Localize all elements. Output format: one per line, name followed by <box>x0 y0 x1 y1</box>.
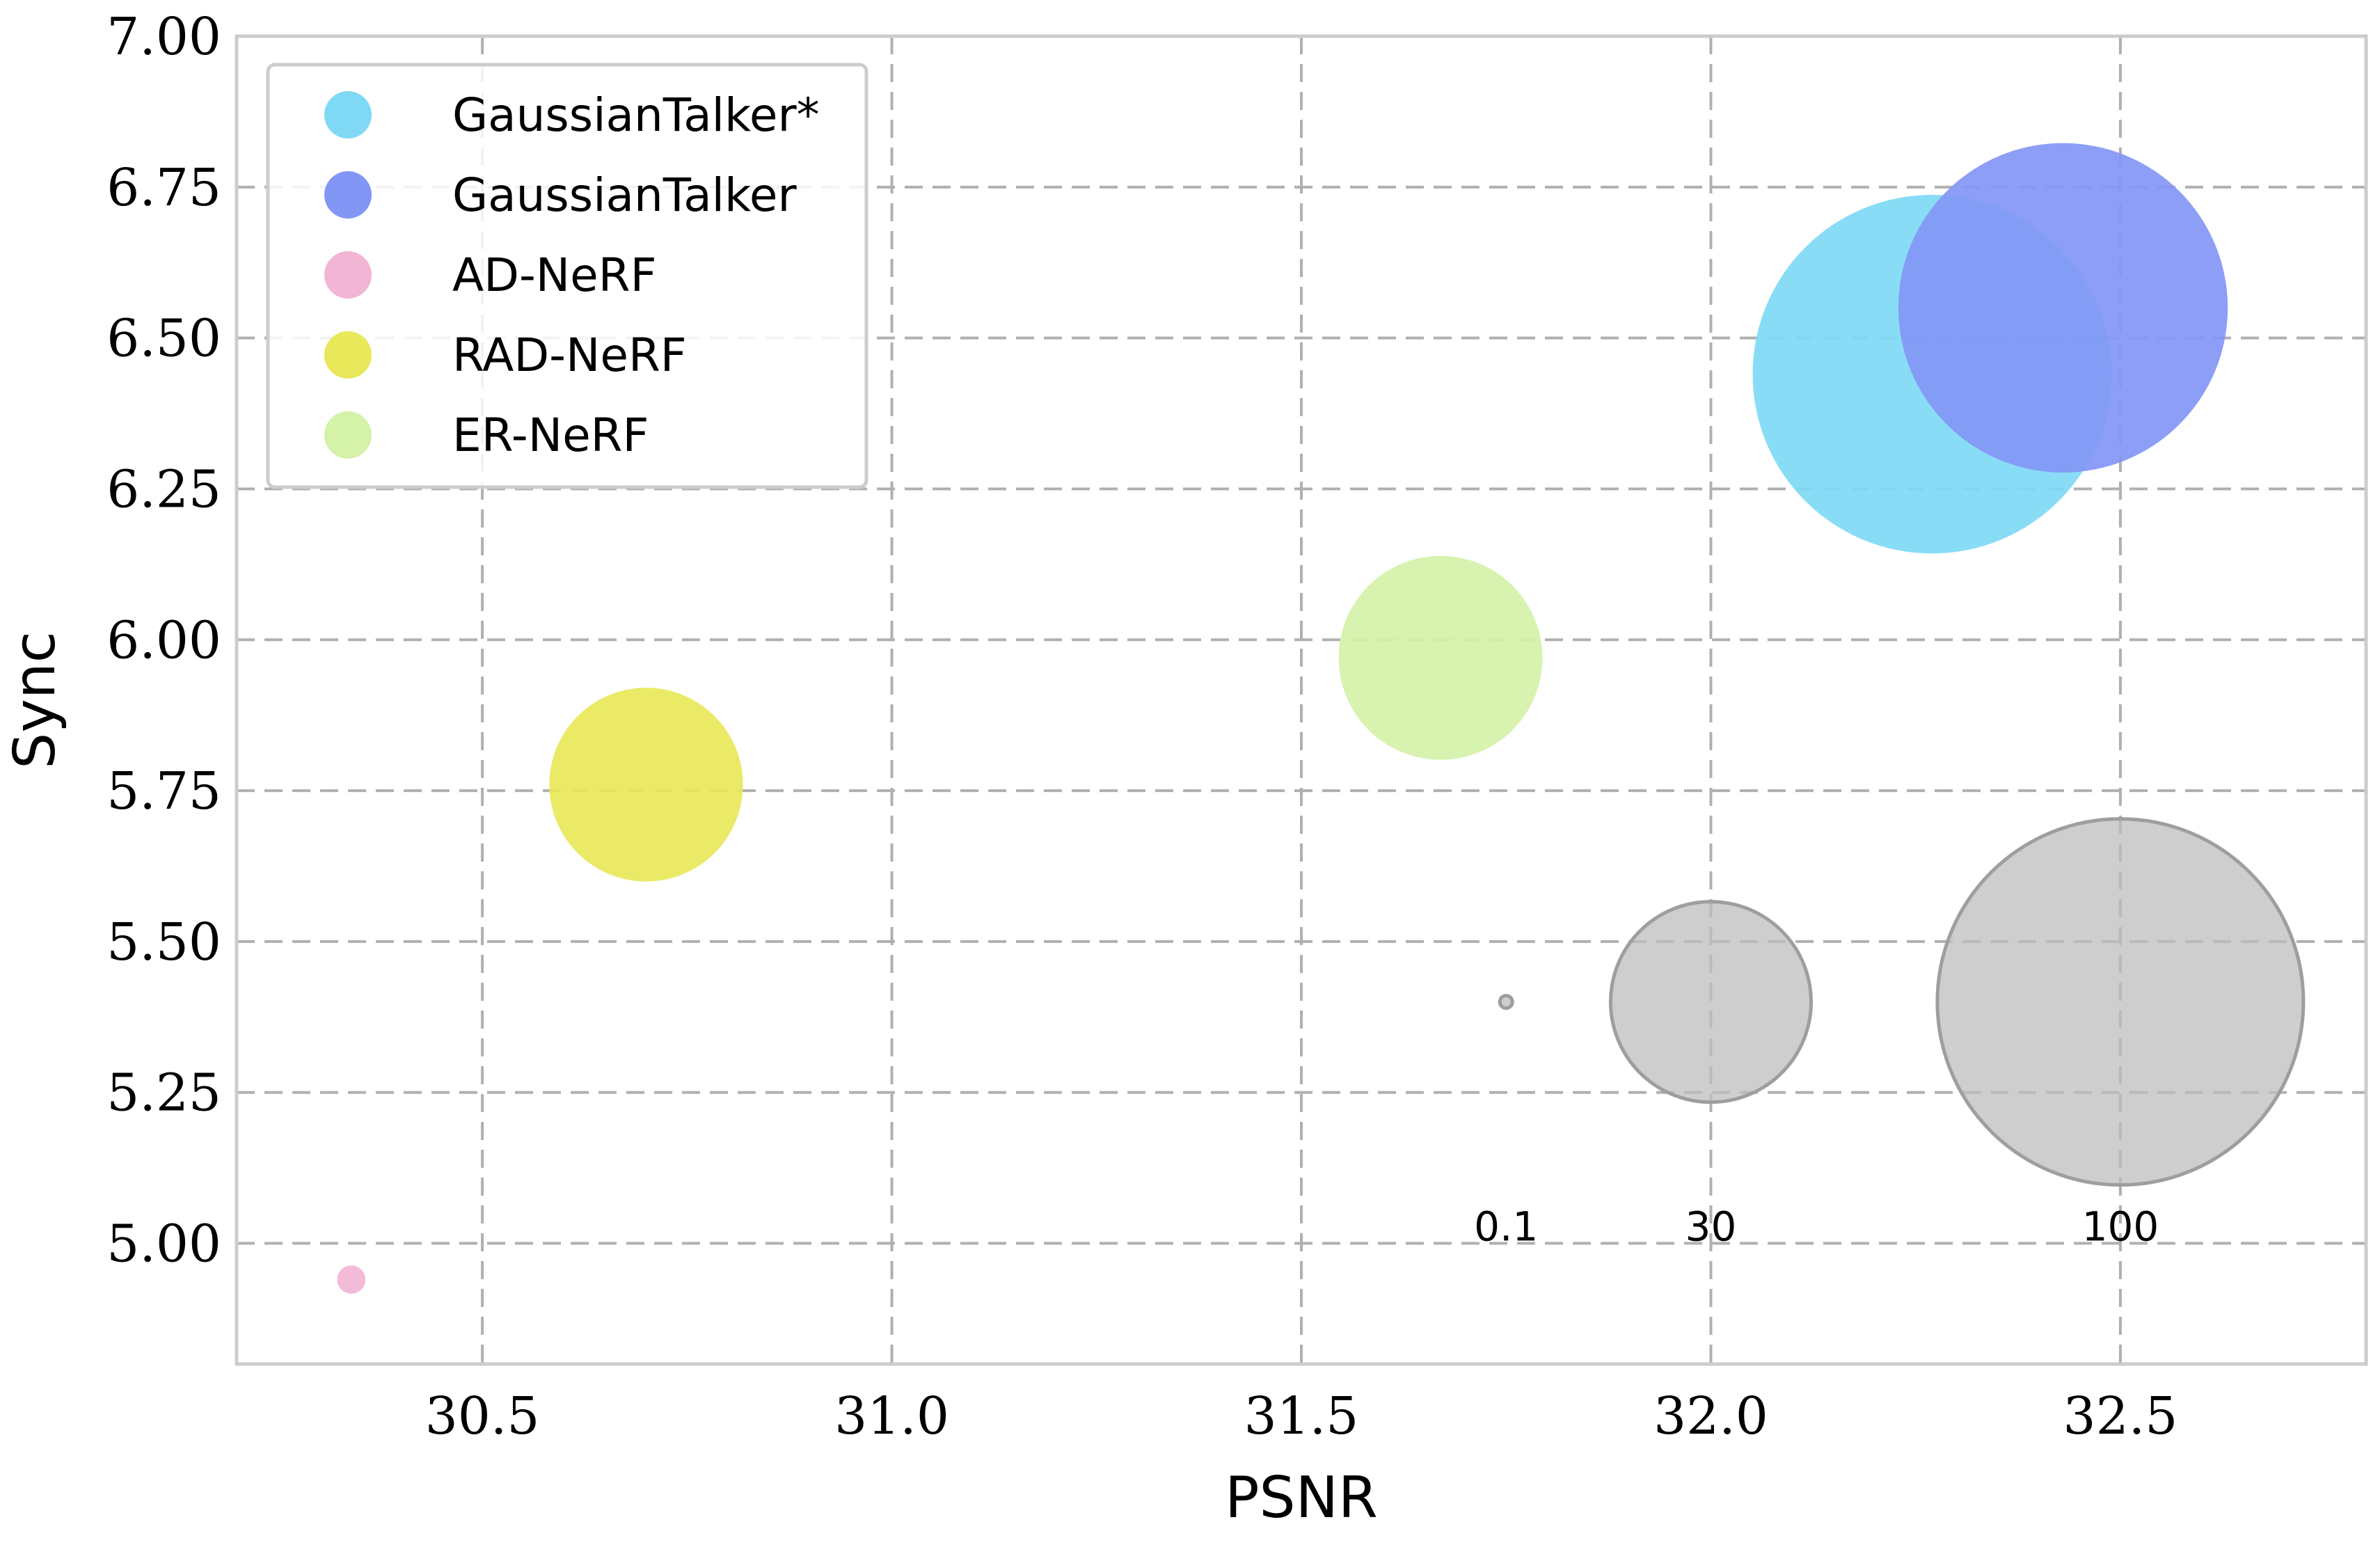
size-reference-bubble <box>1935 817 2306 1187</box>
legend-marker <box>324 411 372 459</box>
y-tick-label: 6.25 <box>106 459 221 519</box>
y-tick-label: 6.50 <box>106 309 221 369</box>
bubble-layer <box>337 143 2228 1294</box>
legend-marker <box>324 251 372 299</box>
bubble-er-nerf <box>1338 555 1543 760</box>
x-tick-label: 31.5 <box>1244 1386 1359 1446</box>
plot-frame <box>235 34 2368 1366</box>
legend-marker <box>324 171 372 219</box>
legend-label: ER-NeRF <box>452 409 649 462</box>
y-tick-label: 5.50 <box>106 912 221 972</box>
x-tick-label: 30.5 <box>425 1386 540 1446</box>
y-tick-label: 5.75 <box>106 761 221 821</box>
x-tick-label: 31.0 <box>834 1386 949 1446</box>
x-tick-label: 32.0 <box>1653 1386 1768 1446</box>
y-axis-label: Sync <box>2 631 68 769</box>
legend-label: GaussianTalker* <box>452 88 820 142</box>
size-reference-bubble <box>1608 900 1814 1104</box>
legend: GaussianTalker* GaussianTalker AD-NeRF RAD-… <box>266 63 868 489</box>
x-tick-label: 32.5 <box>2063 1386 2178 1446</box>
y-tick-label: 5.25 <box>106 1063 221 1123</box>
legend-marker <box>324 331 372 379</box>
y-tick-label: 5.00 <box>106 1214 221 1274</box>
legend-box <box>266 63 868 489</box>
legend-marker <box>324 91 372 138</box>
x-axis-label: PSNR <box>1225 1465 1378 1531</box>
legend-label: AD-NeRF <box>452 248 657 302</box>
tick-layer: 30.5 31.0 31.5 32.0 32.5 5.00 5.25 5.50 5.75 6.00… <box>106 7 2177 1446</box>
size-reference-label: 30 <box>1685 1203 1737 1251</box>
y-tick-label: 7.00 <box>106 7 221 67</box>
bubble-gaussiantalker <box>1898 143 2228 473</box>
bubble-ad-nerf <box>337 1265 366 1294</box>
size-reference-label: 0.1 <box>1474 1203 1538 1251</box>
bubble-rad-nerf <box>549 688 743 882</box>
y-tick-label: 6.75 <box>106 158 221 218</box>
legend-items: GaussianTalker* GaussianTalker AD-NeRF RAD-… <box>324 88 820 462</box>
y-tick-label: 6.00 <box>106 610 221 670</box>
size-reference-bubble <box>1498 994 1514 1011</box>
size-reference-layer: 0.1 30 100 <box>1474 817 2306 1251</box>
legend-label: RAD-NeRF <box>452 328 687 382</box>
legend-label: GaussianTalker <box>452 168 797 222</box>
size-reference-label: 100 <box>2082 1203 2159 1251</box>
